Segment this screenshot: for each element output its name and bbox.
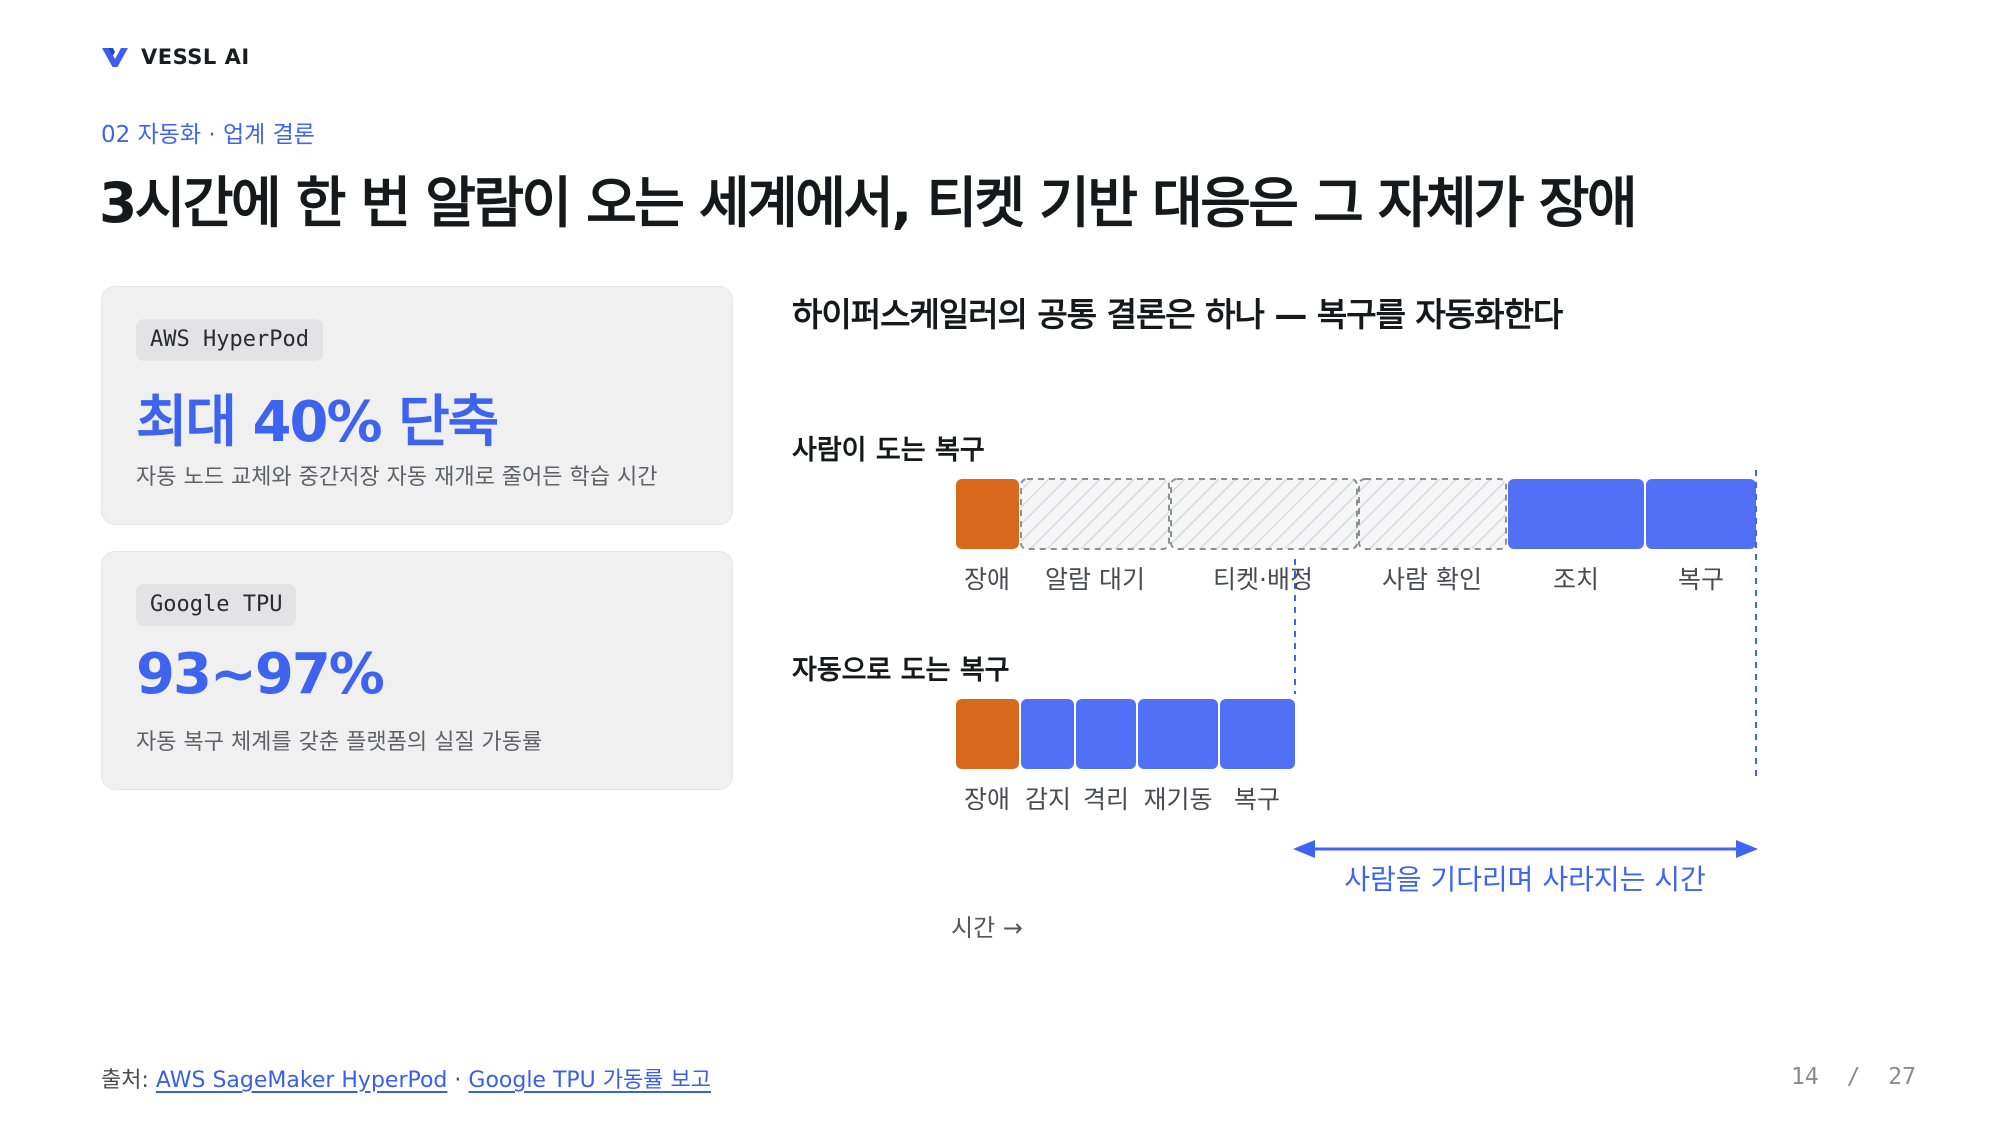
gap-arrow-right-icon	[1736, 840, 1758, 858]
source-separator: ·	[447, 1068, 469, 1093]
auto-segment-bar	[1138, 699, 1218, 769]
manual-segment-bar	[1020, 478, 1170, 550]
card-description: 자동 노드 교체와 중간저장 자동 재개로 줄어든 학습 시간	[136, 465, 658, 490]
source-link-tpu[interactable]: Google TPU 가동률 보고	[468, 1068, 711, 1093]
stat-card-hyperpod: AWS HyperPod 최대 40% 단축 자동 노드 교체와 중간저장 자동…	[101, 286, 733, 525]
manual-segment-label: 사람 확인	[1382, 565, 1482, 594]
manual-segment-label: 알람 대기	[1045, 565, 1145, 594]
stat-card-tpu: Google TPU 93~97% 자동 복구 체계를 갖춘 플랫폼의 실질 가…	[101, 551, 733, 790]
gap-label: 사람을 기다리며 사라지는 시간	[1344, 863, 1706, 896]
manual-segment-label: 복구	[1677, 565, 1725, 594]
brand: VESSL AI	[101, 40, 250, 74]
manual-segment-bar	[1358, 478, 1507, 550]
source-link-hyperpod[interactable]: AWS SageMaker HyperPod	[155, 1068, 448, 1093]
page-total: 27	[1888, 1064, 1916, 1090]
manual-segment-bar	[1646, 479, 1756, 549]
vessl-logo-icon	[102, 48, 128, 67]
auto-segment-bar	[1220, 699, 1295, 769]
auto-segment-bar	[956, 699, 1019, 769]
card-tag: AWS HyperPod	[136, 319, 323, 361]
auto-segment-label: 재기동	[1143, 785, 1213, 814]
card-value: 93~97%	[136, 642, 385, 707]
page-separator: /	[1846, 1064, 1861, 1090]
card-value: 최대 40% 단축	[136, 390, 499, 455]
time-axis-label: 시간 →	[951, 914, 1023, 942]
manual-segment-bar	[1508, 479, 1644, 549]
source-footer: 출처: AWS SageMaker HyperPod · Google TPU …	[101, 1062, 711, 1094]
brand-name: VESSL AI	[141, 45, 250, 69]
diagram-title: 하이퍼스케일러의 공통 결론은 하나 — 복구를 자동화한다	[792, 295, 1563, 334]
source-prefix: 출처:	[101, 1068, 156, 1093]
manual-row-label: 사람이 도는 복구	[792, 435, 985, 466]
manual-segment-bar	[1170, 478, 1358, 550]
auto-segment-label: 장애	[963, 785, 1011, 814]
page-counter: 14 / 27	[1791, 1064, 1916, 1090]
manual-segment-label: 조치	[1552, 565, 1600, 594]
auto-segment-bar	[1021, 699, 1074, 769]
manual-segment-label: 장애	[963, 565, 1011, 594]
gap-arrow-left-icon	[1293, 840, 1315, 858]
auto-segment-label: 격리	[1082, 785, 1130, 814]
manual-segment-bar	[956, 479, 1019, 549]
auto-segment-label: 복구	[1233, 785, 1281, 814]
auto-segment-bar	[1076, 699, 1136, 769]
card-description: 자동 복구 체계를 갖춘 플랫폼의 실질 가동률	[136, 730, 543, 755]
section-eyebrow: 02 자동화 · 업계 결론	[101, 122, 315, 148]
page-current: 14	[1791, 1064, 1819, 1090]
manual-segment-label: 티켓·배정	[1213, 565, 1313, 594]
page-title: 3시간에 한 번 알람이 오는 세계에서, 티켓 기반 대응은 그 자체가 장애	[99, 171, 1638, 235]
auto-row-label: 자동으로 도는 복구	[792, 655, 1010, 686]
auto-segment-label: 감지	[1024, 785, 1072, 814]
card-tag: Google TPU	[136, 584, 297, 626]
